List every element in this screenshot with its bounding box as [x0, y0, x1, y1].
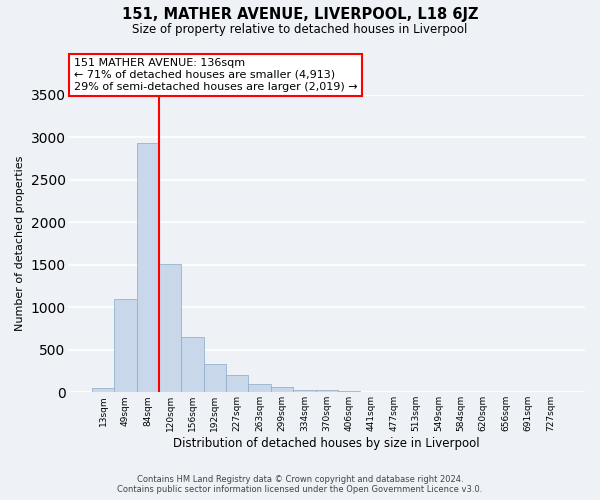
Bar: [271, 387, 293, 392]
Bar: [181, 338, 204, 392]
Text: 151, MATHER AVENUE, LIVERPOOL, L18 6JZ: 151, MATHER AVENUE, LIVERPOOL, L18 6JZ: [122, 8, 478, 22]
Bar: [248, 384, 271, 392]
Text: Contains HM Land Registry data © Crown copyright and database right 2024.
Contai: Contains HM Land Registry data © Crown c…: [118, 474, 482, 494]
Y-axis label: Number of detached properties: Number of detached properties: [15, 156, 25, 331]
Bar: [204, 364, 226, 392]
Text: Size of property relative to detached houses in Liverpool: Size of property relative to detached ho…: [133, 22, 467, 36]
Bar: [137, 143, 159, 392]
Bar: [226, 376, 248, 392]
Bar: [316, 390, 338, 392]
Bar: [92, 388, 114, 392]
Bar: [114, 298, 137, 392]
Text: 151 MATHER AVENUE: 136sqm
← 71% of detached houses are smaller (4,913)
29% of se: 151 MATHER AVENUE: 136sqm ← 71% of detac…: [74, 58, 357, 92]
X-axis label: Distribution of detached houses by size in Liverpool: Distribution of detached houses by size …: [173, 437, 480, 450]
Bar: [159, 264, 181, 392]
Bar: [293, 390, 316, 392]
